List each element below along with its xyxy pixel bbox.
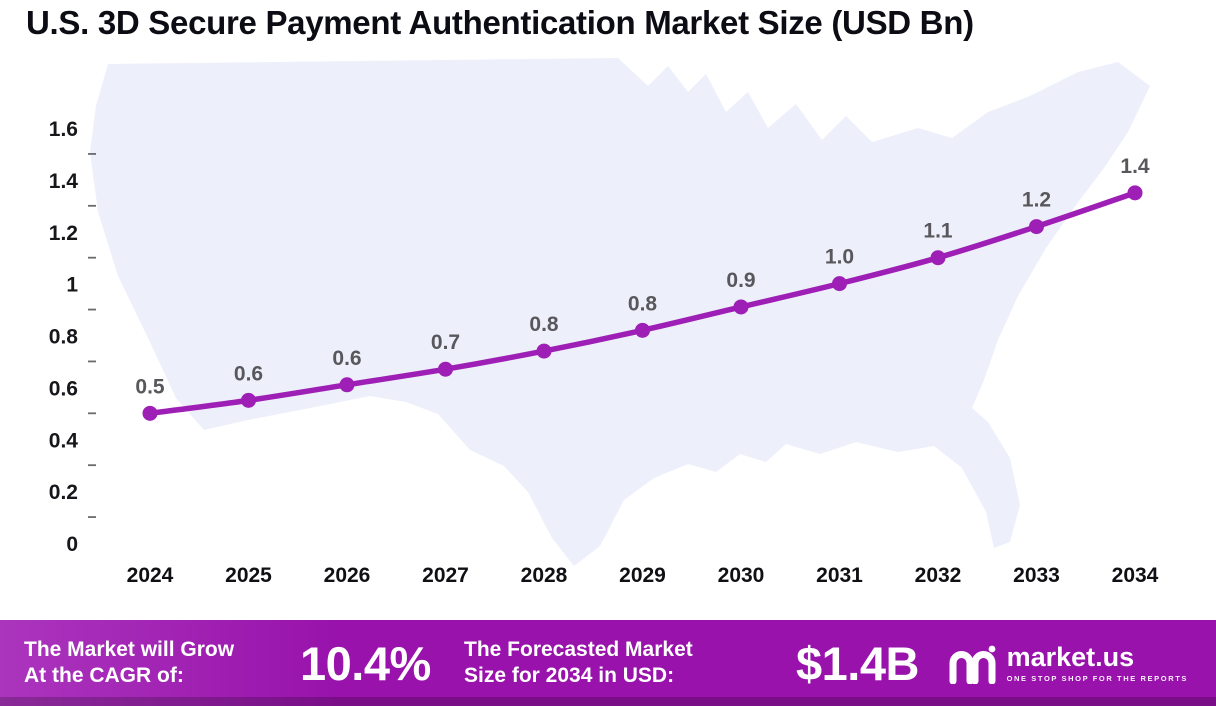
cagr-value: 10.4% [300,636,431,690]
x-tick-label: 2026 [324,564,371,587]
chart-title: U.S. 3D Secure Payment Authentication Ma… [26,4,974,41]
brand-logo: market.us ONE STOP SHOP FOR THE REPORTS [946,642,1192,684]
y-minor-ticks [88,153,96,518]
x-tick-label: 2027 [422,564,469,587]
brand-text: market.us ONE STOP SHOP FOR THE REPORTS [1006,642,1188,683]
data-point [930,250,946,266]
brand-tagline: ONE STOP SHOP FOR THE REPORTS [1006,673,1188,683]
forecast-value: $1.4B [796,636,919,690]
data-point-label: 0.6 [234,362,263,385]
data-point [1029,219,1044,235]
data-point-label: 1.0 [825,246,854,269]
y-tick-label: 0.6 [49,377,78,400]
data-point [832,276,847,292]
y-tick-label: 1.6 [49,118,78,141]
data-point-label: 1.4 [1120,155,1150,178]
x-tick-label: 2028 [521,564,568,587]
y-axis-labels: 0 0.2 0.4 0.6 0.8 1 1.2 1.4 1.6 [49,118,79,556]
x-tick-label: 2025 [225,564,272,587]
data-point-label: 0.9 [726,269,755,292]
y-tick-label: 1 [66,274,78,297]
x-tick-label: 2024 [127,564,174,587]
forecast-label: The Forecasted Market Size for 2034 in U… [464,638,693,687]
x-tick-label: 2033 [1013,564,1060,587]
y-tick-label: 1.2 [49,222,78,245]
x-tick-label: 2034 [1112,564,1159,587]
data-point [339,377,355,393]
data-point [536,343,552,359]
marketus-logo-icon [949,645,996,684]
data-point [733,299,749,315]
data-point-label: 0.8 [529,313,559,336]
data-point-label: 1.1 [923,220,953,243]
data-point-label: 0.5 [135,375,165,398]
y-tick-label: 0.2 [49,481,78,504]
y-tick-label: 1.4 [49,170,79,193]
data-point [1127,185,1143,201]
us-map-silhouette [90,58,1150,566]
x-tick-label: 2031 [816,564,863,587]
cagr-label: The Market will Grow At the CAGR of: [24,638,235,687]
y-tick-label: 0.8 [49,326,79,349]
data-point-label: 0.6 [332,347,361,370]
data-point-label: 1.2 [1022,189,1051,212]
x-tick-label: 2030 [718,564,765,587]
x-axis-labels: 2024 2025 2026 2027 2028 2029 2030 2031 2032 2033… [127,564,1159,587]
data-point-label: 0.7 [431,331,460,354]
data-point [438,361,453,377]
footer-bar: The Market will Grow At the CAGR of: 10.… [0,620,1216,706]
x-tick-label: 2032 [915,564,962,587]
data-point [635,322,650,338]
data-point [241,392,256,408]
brand-name: market.us [1006,642,1135,673]
y-tick-label: 0.4 [49,429,79,452]
data-point [142,405,158,421]
data-points: 0.5 0.6 0.6 0.7 0.8 0.8 0.9 1.0 1.1 1.2 1.4 [135,155,1150,421]
y-tick-label: 0 [66,533,78,556]
x-tick-label: 2029 [619,564,666,587]
data-point-label: 0.8 [628,292,658,315]
